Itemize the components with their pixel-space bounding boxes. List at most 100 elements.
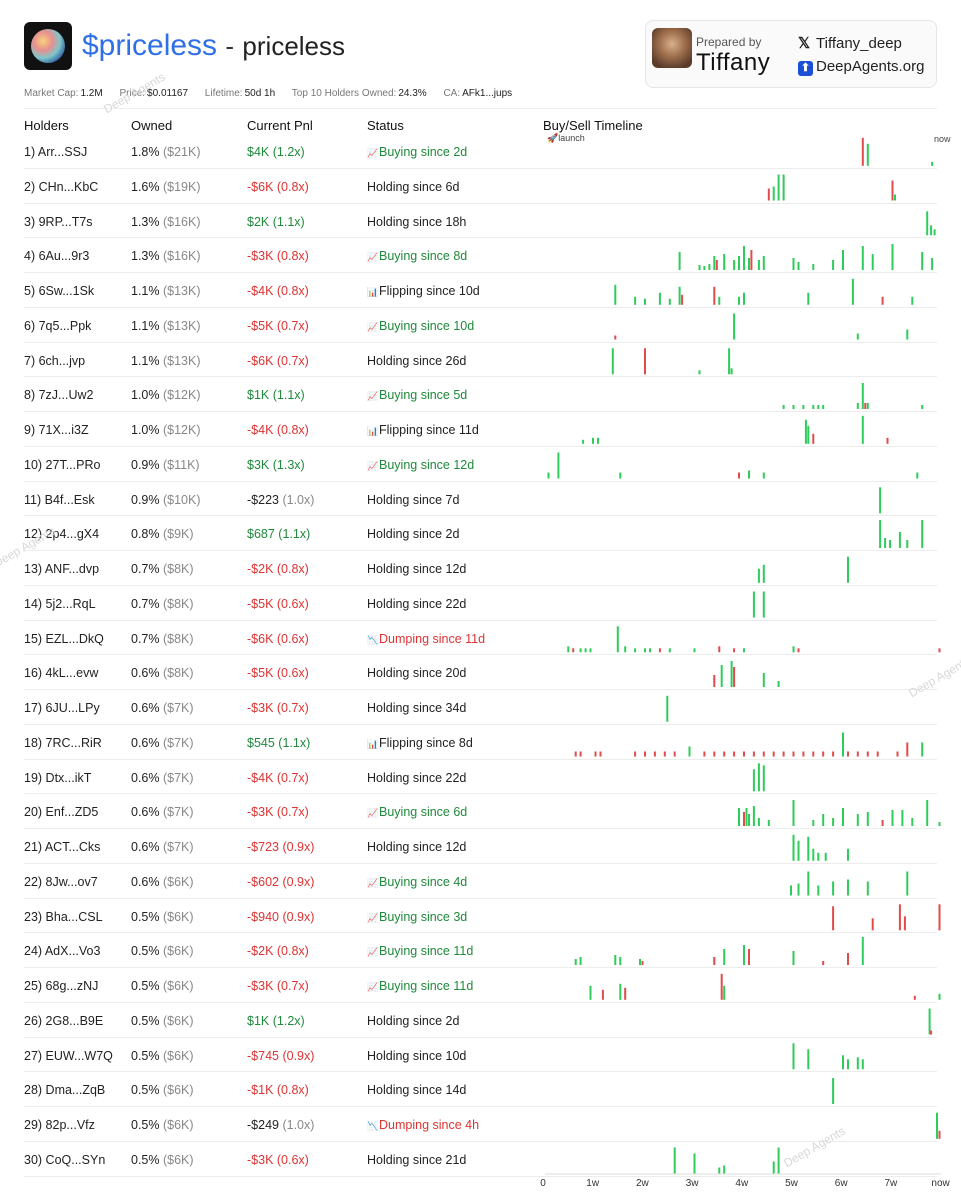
pnl-multiple: (0.8x) (276, 179, 309, 194)
site-link[interactable]: ⬆ DeepAgents.org (798, 58, 924, 76)
table-row[interactable]: 19) Dtx...ikT 0.6% ($7K) -$4K (0.7x) Holdin… (24, 760, 937, 795)
owned-usd: ($12K) (162, 423, 201, 437)
holder-address[interactable]: 8) 7zJ...Uw2 (24, 388, 94, 403)
holder-address[interactable]: 14) 5j2...RqL (24, 596, 96, 611)
status-cell: Holding since 6d (367, 180, 459, 194)
holder-address[interactable]: 11) B4f...Esk (24, 492, 95, 507)
status-text: Holding since 6d (367, 179, 460, 194)
table-row[interactable]: 22) 8Jw...ov7 0.6% ($6K) -$602 (0.9x) 📈Buyi… (24, 864, 937, 899)
table-row[interactable]: 10) 27T...PRo 0.9% ($11K) $3K (1.3x) 📈Buyin… (24, 447, 937, 482)
table-row[interactable]: 25) 68g...zNJ 0.5% ($6K) -$3K (0.7x) 📈Buyin… (24, 968, 937, 1003)
holder-address[interactable]: 6) 7q5...Ppk (24, 318, 92, 333)
sell-bar (938, 904, 941, 931)
holder-address[interactable]: 1) Arr...SSJ (24, 145, 88, 159)
table-row[interactable]: 18) 7RC...RiR 0.6% ($7K) $545 (1.1x) 📊Flipp… (24, 725, 937, 760)
table-row[interactable]: 20) Enf...ZD5 0.6% ($7K) -$3K (0.7x) 📈Buyin… (24, 794, 937, 829)
holder-address[interactable]: 25) 68g...zNJ (24, 979, 99, 993)
owned-percent: 0.6% (131, 874, 160, 889)
status-cell: Holding since 12d (367, 840, 466, 854)
status-dump-icon: 📉 (367, 1121, 379, 1131)
holder-address[interactable]: 28) Dma...ZqB (24, 1083, 106, 1098)
table-row[interactable]: 29) 82p...Vfz 0.5% ($6K) -$249 (1.0x) 📉Dump… (24, 1107, 937, 1142)
owned-percent: 1.3% (131, 249, 160, 264)
status-cell: 📈Buying since 11d (367, 944, 473, 958)
pnl-multiple: (1.2x) (272, 145, 305, 159)
pnl-value: -$5K (247, 318, 274, 333)
holder-address[interactable]: 2) CHn...KbC (24, 179, 99, 194)
table-row[interactable]: 5) 6Sw...1Sk 1.1% ($13K) -$4K (0.8x) 📊Flipp… (24, 273, 937, 308)
pnl-multiple: (1.1x) (278, 527, 311, 542)
table-row[interactable]: 14) 5j2...RqL 0.7% ($8K) -$5K (0.6x) Holdin… (24, 586, 937, 621)
owned-percent: 0.6% (131, 805, 160, 820)
holder-address[interactable]: 13) ANF...dvp (24, 562, 100, 576)
table-row[interactable]: 17) 6JU...LPy 0.6% ($7K) -$3K (0.7x) Holdin… (24, 690, 937, 725)
holder-address[interactable]: 24) AdX...Vo3 (24, 944, 101, 959)
holder-address[interactable]: 15) EZL...DkQ (24, 631, 104, 646)
holder-address[interactable]: 17) 6JU...LPy (24, 701, 100, 715)
holder-address[interactable]: 20) Enf...ZD5 (24, 805, 99, 820)
pnl-cell: -$5K (0.6x) (247, 597, 309, 611)
stat-label: CA: (443, 88, 461, 99)
table-row[interactable]: 16) 4kL...evw 0.6% ($8K) -$5K (0.6x) Holdin… (24, 655, 937, 690)
holder-address[interactable]: 3) 9RP...T7s (24, 214, 93, 229)
table-row[interactable]: 21) ACT...Cks 0.6% ($7K) -$723 (0.9x) Holdi… (24, 829, 937, 864)
table-row[interactable]: 12) 2p4...gX4 0.8% ($9K) $687 (1.1x) Holdin… (24, 516, 937, 551)
x-handle-link[interactable]: 𝕏 Tiffany_deep (798, 34, 902, 52)
holder-address[interactable]: 7) 6ch...jvp (24, 353, 86, 368)
table-row[interactable]: 11) B4f...Esk 0.9% ($10K) -$223 (1.0x) Hold… (24, 482, 937, 517)
owned-percent: 1.0% (131, 423, 160, 437)
holder-address[interactable]: 4) 6Au...9r3 (24, 249, 90, 264)
holder-address[interactable]: 5) 6Sw...1Sk (24, 284, 95, 298)
status-flip-icon: 📊 (367, 426, 379, 436)
holder-address[interactable]: 10) 27T...PRo (24, 457, 101, 472)
pnl-value: -$6K (247, 179, 274, 194)
table-row[interactable]: 23) Bha...CSL 0.5% ($6K) -$940 (0.9x) 📈Buyi… (24, 899, 937, 934)
owned-percent: 0.7% (131, 631, 160, 646)
status-text: Holding since 2d (367, 1013, 460, 1028)
table-row[interactable]: 30) CoQ...SYn 0.5% ($6K) -$3K (0.6x) Holdin… (24, 1142, 937, 1177)
holder-address[interactable]: 12) 2p4...gX4 (24, 527, 100, 542)
holder-address[interactable]: 26) 2G8...B9E (24, 1013, 104, 1028)
holder-address[interactable]: 22) 8Jw...ov7 (24, 874, 98, 889)
holder-address[interactable]: 21) ACT...Cks (24, 840, 101, 854)
table-row[interactable]: 3) 9RP...T7s 1.3% ($16K) $2K (1.1x) Holding… (24, 204, 937, 239)
token-logo (24, 22, 72, 70)
table-row[interactable]: 8) 7zJ...Uw2 1.0% ($12K) $1K (1.1x) 📈Buying… (24, 377, 937, 412)
x-tick-label: 5w (785, 1178, 798, 1189)
owned-percent: 0.5% (131, 944, 160, 959)
table-row[interactable]: 6) 7q5...Ppk 1.1% ($13K) -$5K (0.7x) 📈Buyin… (24, 308, 937, 343)
holder-address[interactable]: 30) CoQ...SYn (24, 1152, 106, 1167)
owned-usd: ($6K) (162, 874, 194, 889)
holder-address[interactable]: 9) 71X...i3Z (24, 423, 89, 437)
pnl-value: -$3K (247, 701, 274, 715)
holder-address[interactable]: 29) 82p...Vfz (24, 1118, 95, 1132)
pnl-value: $4K (247, 145, 270, 159)
table-row[interactable]: 1) Arr...SSJ 1.8% ($21K) $4K (1.2x) 📈Buying… (24, 134, 937, 169)
table-row[interactable]: 4) 6Au...9r3 1.3% ($16K) -$3K (0.8x) 📈Buyin… (24, 238, 937, 273)
table-row[interactable]: 27) EUW...W7Q 0.5% ($6K) -$745 (0.9x) Holdi… (24, 1038, 937, 1073)
table-row[interactable]: 15) EZL...DkQ 0.7% ($8K) -$6K (0.6x) 📉Dumpi… (24, 621, 937, 656)
holder-address[interactable]: 19) Dtx...ikT (24, 770, 92, 785)
launch-label: 🚀launch (547, 133, 585, 143)
x-handle: Tiffany_deep (816, 35, 902, 52)
status-text: Dumping since 11d (379, 631, 486, 646)
holder-address[interactable]: 27) EUW...W7Q (24, 1048, 113, 1063)
table-row[interactable]: 2) CHn...KbC 1.6% ($19K) -$6K (0.8x) Holdin… (24, 169, 937, 204)
owned-usd: ($8K) (162, 562, 194, 576)
pnl-multiple: (0.7x) (276, 979, 309, 993)
status-buy-icon: 📈 (367, 808, 379, 819)
table-row[interactable]: 28) Dma...ZqB 0.5% ($6K) -$1K (0.8x) Holdin… (24, 1072, 937, 1107)
table-row[interactable]: 26) 2G8...B9E 0.5% ($6K) $1K (1.2x) Holding… (24, 1003, 937, 1038)
table-row[interactable]: 24) AdX...Vo3 0.5% ($6K) -$2K (0.8x) 📈Buyin… (24, 933, 937, 968)
owned-usd: ($6K) (162, 1013, 194, 1028)
holder-address[interactable]: 16) 4kL...evw (24, 666, 99, 681)
table-row[interactable]: 13) ANF...dvp 0.7% ($8K) -$2K (0.8x) Holdin… (24, 551, 937, 586)
owned-percent: 0.5% (131, 1083, 160, 1098)
pnl-multiple: (0.9x) (282, 840, 315, 854)
table-row[interactable]: 9) 71X...i3Z 1.0% ($12K) -$4K (0.8x) 📊Flipp… (24, 412, 937, 447)
status-flip-icon: 📊 (367, 738, 379, 749)
table-row[interactable]: 7) 6ch...jvp 1.1% ($13K) -$6K (0.7x) Holdin… (24, 343, 937, 378)
holder-address[interactable]: 18) 7RC...RiR (24, 735, 102, 750)
status-text: Flipping since 8d (379, 735, 473, 750)
holder-address[interactable]: 23) Bha...CSL (24, 909, 103, 924)
